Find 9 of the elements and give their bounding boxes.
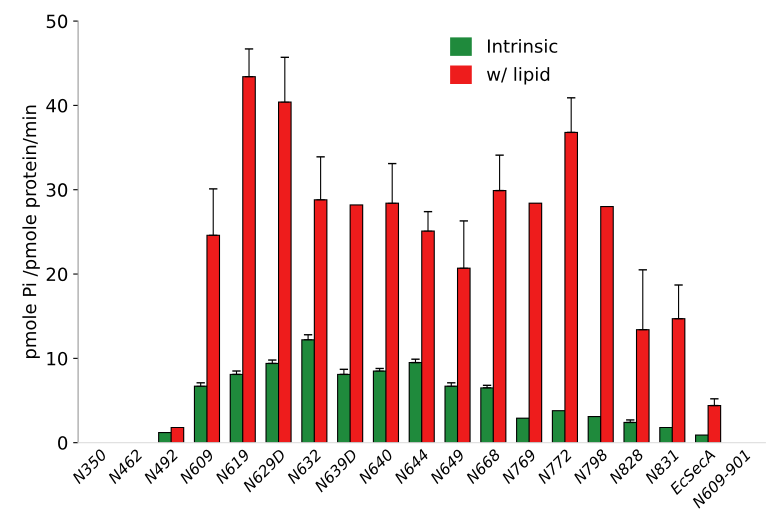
y-tick-label: 30: [46, 183, 68, 197]
y-tick-label: 50: [46, 14, 68, 28]
legend-label: Intrinsic: [488, 38, 558, 53]
y-tick-label: 20: [46, 268, 68, 282]
y-tick-label: 0: [58, 436, 68, 450]
y-axis-title: pmole Pi /pmole protein/min: [22, 106, 40, 358]
legend-label: w/ lipid: [486, 67, 550, 85]
y-tick-label: 10: [47, 352, 68, 366]
y-tick-label: 40: [46, 98, 68, 113]
